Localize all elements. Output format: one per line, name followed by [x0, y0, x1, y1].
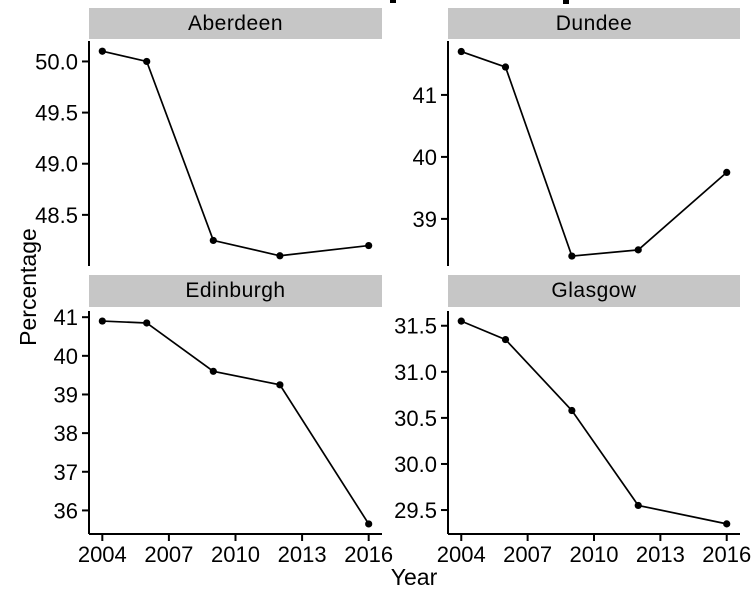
data-line-edinburgh [102, 320, 370, 525]
cropped-title-fragment [563, 0, 569, 4]
x-tick-label: 2013 [278, 542, 327, 567]
facet-strip-aberdeen: Aberdeen [89, 8, 382, 39]
facet-strip-glasgow: Glasgow [448, 275, 740, 307]
y-axis-title: Percentage [15, 228, 41, 346]
y-tick-label: 40 [54, 344, 78, 369]
data-line-dundee [460, 50, 728, 257]
facet-strip-label: Aberdeen [187, 11, 284, 35]
data-point [723, 520, 731, 528]
data-point [143, 319, 151, 327]
facet-strip-label: Glasgow [551, 279, 637, 302]
y-tick-label: 31.5 [394, 314, 437, 339]
data-point [634, 246, 642, 254]
data-point [634, 501, 642, 510]
y-tick-label: 31.0 [394, 360, 437, 385]
y-tick-label: 41 [54, 305, 78, 330]
data-point [98, 317, 106, 325]
x-tick-label: 2004 [78, 542, 127, 567]
y-tick-label: 41 [413, 83, 437, 108]
x-tick-label: 2007 [503, 542, 552, 567]
facet-strip-label: Edinburgh [185, 279, 286, 302]
data-point [457, 47, 465, 56]
data-point [276, 252, 284, 260]
y-tick-label: 29.5 [394, 498, 437, 523]
y-tick-label: 40 [413, 145, 437, 170]
data-point [276, 381, 284, 389]
data-point [568, 406, 576, 415]
y-tick-label: 36 [54, 498, 78, 523]
y-tick-label: 49.0 [35, 152, 78, 177]
x-axis-title: Year [390, 564, 438, 590]
x-tick-label: 2013 [636, 542, 685, 567]
x-tick-label: 2010 [570, 542, 619, 567]
facet-glasgow: 29.5 30.0 30.5 31.0 31.5 2004 2007 2010 2013 2016 [394, 311, 751, 567]
data-point [143, 57, 151, 66]
data-point [501, 335, 510, 344]
facet-edinburgh: 36 37 38 39 40 41 2004 2007 2010 2013 2016 [54, 305, 394, 567]
y-tick-label: 37 [54, 460, 78, 485]
facet-strip-dundee: Dundee [448, 8, 740, 39]
data-point [209, 236, 217, 245]
facet-strip-edinburgh: Edinburgh [89, 275, 382, 307]
y-tick-label: 50.0 [35, 49, 78, 74]
x-tick-label: 2007 [144, 542, 193, 567]
y-tick-label: 39 [54, 382, 78, 407]
data-point [501, 63, 510, 71]
data-line-glasgow [460, 320, 727, 525]
x-tick-label: 2004 [437, 542, 486, 567]
data-point [365, 241, 373, 250]
data-point [723, 168, 731, 177]
data-point [457, 317, 465, 325]
y-tick-label: 30.5 [394, 406, 437, 431]
data-point [365, 520, 373, 528]
x-tick-label: 2010 [211, 542, 260, 567]
x-tick-label: 2016 [344, 542, 393, 567]
y-tick-label: 48.5 [35, 203, 78, 228]
data-point [209, 367, 217, 375]
data-point [568, 252, 576, 260]
x-tick-label: 2016 [702, 542, 751, 567]
y-tick-label: 30.0 [394, 452, 437, 477]
cropped-title-fragment [390, 0, 396, 3]
data-point [98, 47, 106, 55]
facet-dundee: 39 40 41 [413, 41, 731, 266]
facet-strip-label: Dundee [555, 11, 633, 35]
facet-aberdeen: 48.5 49.0 49.5 50.0 [35, 41, 373, 266]
y-tick-label: 49.5 [35, 101, 78, 126]
data-line-aberdeen [102, 50, 369, 257]
y-tick-label: 38 [54, 421, 78, 446]
y-tick-label: 39 [413, 207, 437, 232]
